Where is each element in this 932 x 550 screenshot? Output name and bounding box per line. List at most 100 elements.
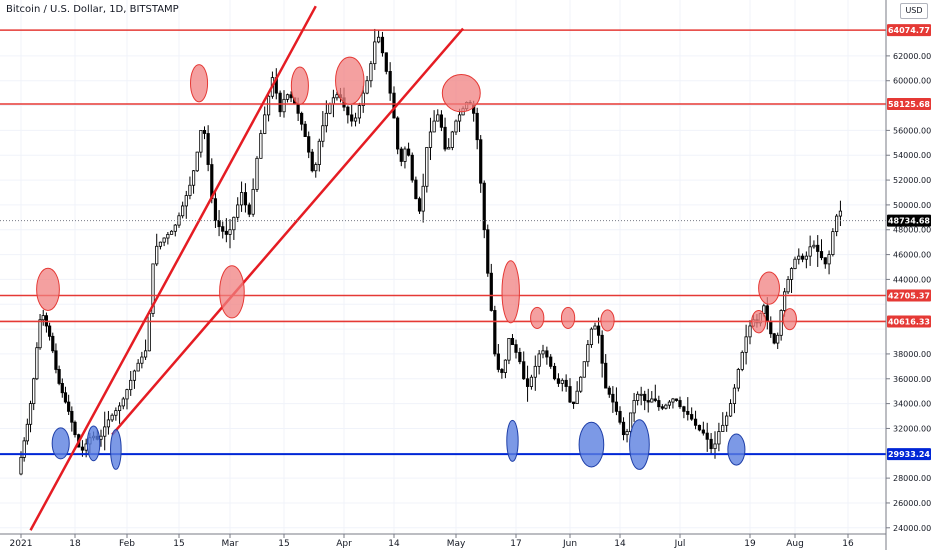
y-tick-label: 46000.00 <box>893 251 931 260</box>
candle <box>772 332 776 345</box>
support-zone-marker <box>51 427 70 460</box>
candle <box>709 433 713 455</box>
candle <box>417 196 422 214</box>
y-tick-label: 52000.00 <box>893 176 931 185</box>
support-zone-marker <box>629 419 650 470</box>
candle <box>106 410 111 435</box>
candle <box>41 309 45 326</box>
y-tick-label: 28000.00 <box>893 474 931 483</box>
candle <box>47 322 52 341</box>
candle <box>60 378 64 398</box>
candle <box>414 176 418 200</box>
candle <box>57 365 61 386</box>
candle <box>600 330 604 378</box>
candle <box>285 93 290 103</box>
candle <box>479 135 483 193</box>
candle <box>564 374 568 392</box>
candle <box>736 367 740 392</box>
candle <box>575 381 579 405</box>
candle <box>191 170 196 194</box>
y-tick-label: 62000.00 <box>893 52 931 61</box>
candle <box>705 422 709 452</box>
candle <box>213 188 218 228</box>
candle <box>166 231 170 245</box>
candle <box>35 342 39 381</box>
resistance-zone-marker <box>335 56 365 105</box>
candle <box>660 404 664 411</box>
candle <box>206 125 210 172</box>
y-tick-label: 26000.00 <box>893 499 931 508</box>
candle <box>25 418 29 445</box>
y-tick-label: 36000.00 <box>893 375 931 384</box>
candle <box>303 121 307 138</box>
y-tick-label: 32000.00 <box>893 424 931 433</box>
x-tick-label: Apr <box>336 539 352 549</box>
resistance-zone-marker <box>782 308 797 331</box>
candle <box>425 147 429 193</box>
candle <box>457 108 462 132</box>
candle <box>639 386 643 406</box>
x-tick-label: Jun <box>562 539 577 549</box>
candle <box>518 347 522 365</box>
symbol-title[interactable]: Bitcoin / U.S. Dollar, 1D, BITSTAMP <box>6 4 179 15</box>
y-tick-label: 50000.00 <box>893 201 931 210</box>
candle <box>560 378 564 392</box>
resistance-zone-marker <box>751 309 767 334</box>
candle <box>650 391 654 403</box>
y-tick-label: 48000.00 <box>893 226 931 235</box>
candle <box>129 370 133 396</box>
candle <box>403 146 407 169</box>
candle <box>274 68 278 100</box>
candle <box>568 378 572 403</box>
candle <box>396 116 400 155</box>
candle <box>307 131 311 159</box>
candle <box>263 106 267 135</box>
price-level-badge: 64074.77 <box>887 24 931 37</box>
currency-button[interactable]: USD <box>900 3 928 19</box>
candle <box>22 437 26 462</box>
resistance-zone-marker <box>219 265 245 319</box>
candle <box>653 384 657 403</box>
candle <box>545 346 549 365</box>
candle <box>357 102 361 124</box>
trendline <box>29 5 317 531</box>
candle <box>300 111 304 131</box>
candle <box>503 359 508 379</box>
candle <box>786 276 790 295</box>
candle <box>314 162 318 178</box>
candle <box>136 359 140 372</box>
x-tick-label: 15 <box>173 539 184 549</box>
candle <box>380 31 385 57</box>
time-axis-bg <box>0 534 886 550</box>
candle <box>151 263 155 318</box>
candle <box>255 156 259 193</box>
resistance-zone-marker <box>36 267 60 311</box>
candle <box>800 253 805 263</box>
candle <box>804 251 808 269</box>
price-level-badge: 58125.68 <box>887 97 931 110</box>
candle <box>188 176 192 200</box>
y-tick-label: 34000.00 <box>893 400 931 409</box>
trendline <box>111 27 465 436</box>
candle <box>177 212 181 228</box>
svg-text:29933.24: 29933.24 <box>888 450 930 459</box>
candle <box>541 344 545 359</box>
candle <box>228 219 232 249</box>
resistance-zone-marker <box>290 66 309 105</box>
candle <box>812 240 816 249</box>
resistance-zone-marker <box>189 64 209 103</box>
candle <box>236 197 240 222</box>
candle <box>732 384 737 414</box>
candle <box>410 152 414 183</box>
candle <box>224 218 228 243</box>
candle <box>690 407 694 421</box>
candle <box>247 202 251 218</box>
candle <box>556 373 561 387</box>
price-level-badge: 40616.33 <box>887 315 931 328</box>
candle <box>549 354 553 369</box>
candle <box>493 305 497 357</box>
candle <box>793 256 797 270</box>
candle <box>686 397 690 421</box>
